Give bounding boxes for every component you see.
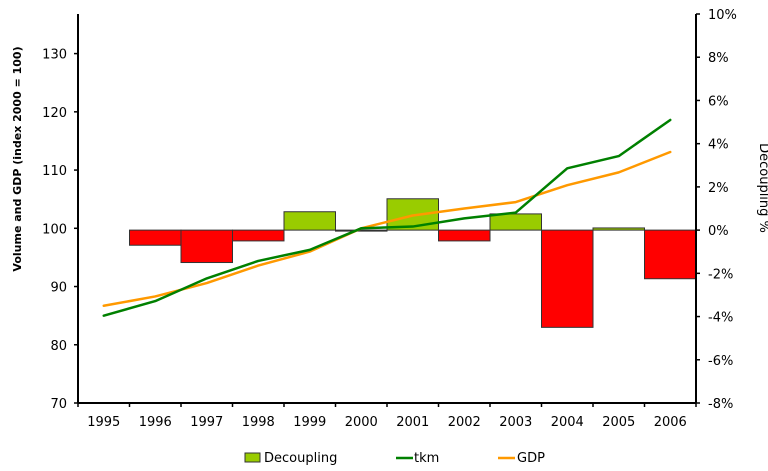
bar-decoupling-2003 xyxy=(489,213,542,231)
legend: Decoupling tkm GDP xyxy=(244,451,545,466)
bar-decoupling-2004 xyxy=(541,229,594,328)
right-tick-label-10: 10% xyxy=(708,8,737,23)
left-tick-label-100: 100 xyxy=(42,222,67,237)
x-tick-label-1998: 1998 xyxy=(242,415,275,430)
bar-decoupling-2005 xyxy=(592,227,645,231)
line-tkm xyxy=(102,118,672,317)
x-tick-label-2000: 2000 xyxy=(345,415,378,430)
bar-decoupling-1998 xyxy=(232,229,285,242)
line-gdp xyxy=(102,150,672,307)
right-axis-title: Decoupling % xyxy=(756,143,768,233)
bar-decoupling-1999 xyxy=(283,211,336,231)
right-tick-label-2: 2% xyxy=(708,181,729,196)
left-tick-label-70: 70 xyxy=(50,397,67,412)
x-tick-label-2001: 2001 xyxy=(396,415,429,430)
bar-decoupling-2000 xyxy=(335,229,388,232)
x-tick-label-2002: 2002 xyxy=(448,415,481,430)
left-tick-label-90: 90 xyxy=(50,281,67,296)
legend-label-decoupling: Decoupling xyxy=(264,451,337,466)
left-axis-title: Volume and GDP (index 2000 = 100) xyxy=(11,46,24,271)
x-tick-label-2006: 2006 xyxy=(654,415,687,430)
right-axis-ticks: -8% -6% -4% -2% 0% 2% 4% 6% 8% 10% xyxy=(696,8,737,412)
bar-decoupling-2006 xyxy=(644,229,697,280)
bars-layer xyxy=(129,198,697,328)
left-tick-label-130: 130 xyxy=(42,48,67,63)
x-axis-ticks: 1995 1996 1997 1998 1999 2000 2001 2002 2003 2004… xyxy=(77,403,697,430)
legend-label-gdp: GDP xyxy=(517,451,545,466)
right-tick-label-0: 0% xyxy=(708,224,729,239)
right-tick-label--6: -6% xyxy=(708,354,733,369)
legend-label-tkm: tkm xyxy=(414,451,439,466)
x-tick-label-1997: 1997 xyxy=(190,415,223,430)
right-tick-label-4: 4% xyxy=(708,138,729,153)
right-tick-label-8: 8% xyxy=(708,51,729,66)
right-tick-label-6: 6% xyxy=(708,94,729,109)
x-tick-label-1996: 1996 xyxy=(139,415,172,430)
bar-decoupling-1997 xyxy=(180,229,233,264)
left-tick-label-110: 110 xyxy=(42,164,67,179)
x-tick-label-2005: 2005 xyxy=(602,415,635,430)
left-tick-label-80: 80 xyxy=(50,339,67,354)
x-tick-label-2003: 2003 xyxy=(499,415,532,430)
right-tick-label--8: -8% xyxy=(708,397,733,412)
bar-decoupling-2002 xyxy=(438,229,491,242)
right-tick-label--4: -4% xyxy=(708,311,733,326)
left-tick-label-120: 120 xyxy=(42,106,67,121)
x-tick-label-1999: 1999 xyxy=(293,415,326,430)
legend-swatch-decoupling xyxy=(244,452,261,463)
right-tick-label--2: -2% xyxy=(708,267,733,282)
bar-decoupling-1996 xyxy=(129,229,182,246)
x-tick-label-2004: 2004 xyxy=(551,415,584,430)
left-axis-ticks: 70 80 90 100 110 120 130 xyxy=(42,48,78,412)
x-tick-label-1995: 1995 xyxy=(87,415,120,430)
lines-layer xyxy=(102,118,672,317)
